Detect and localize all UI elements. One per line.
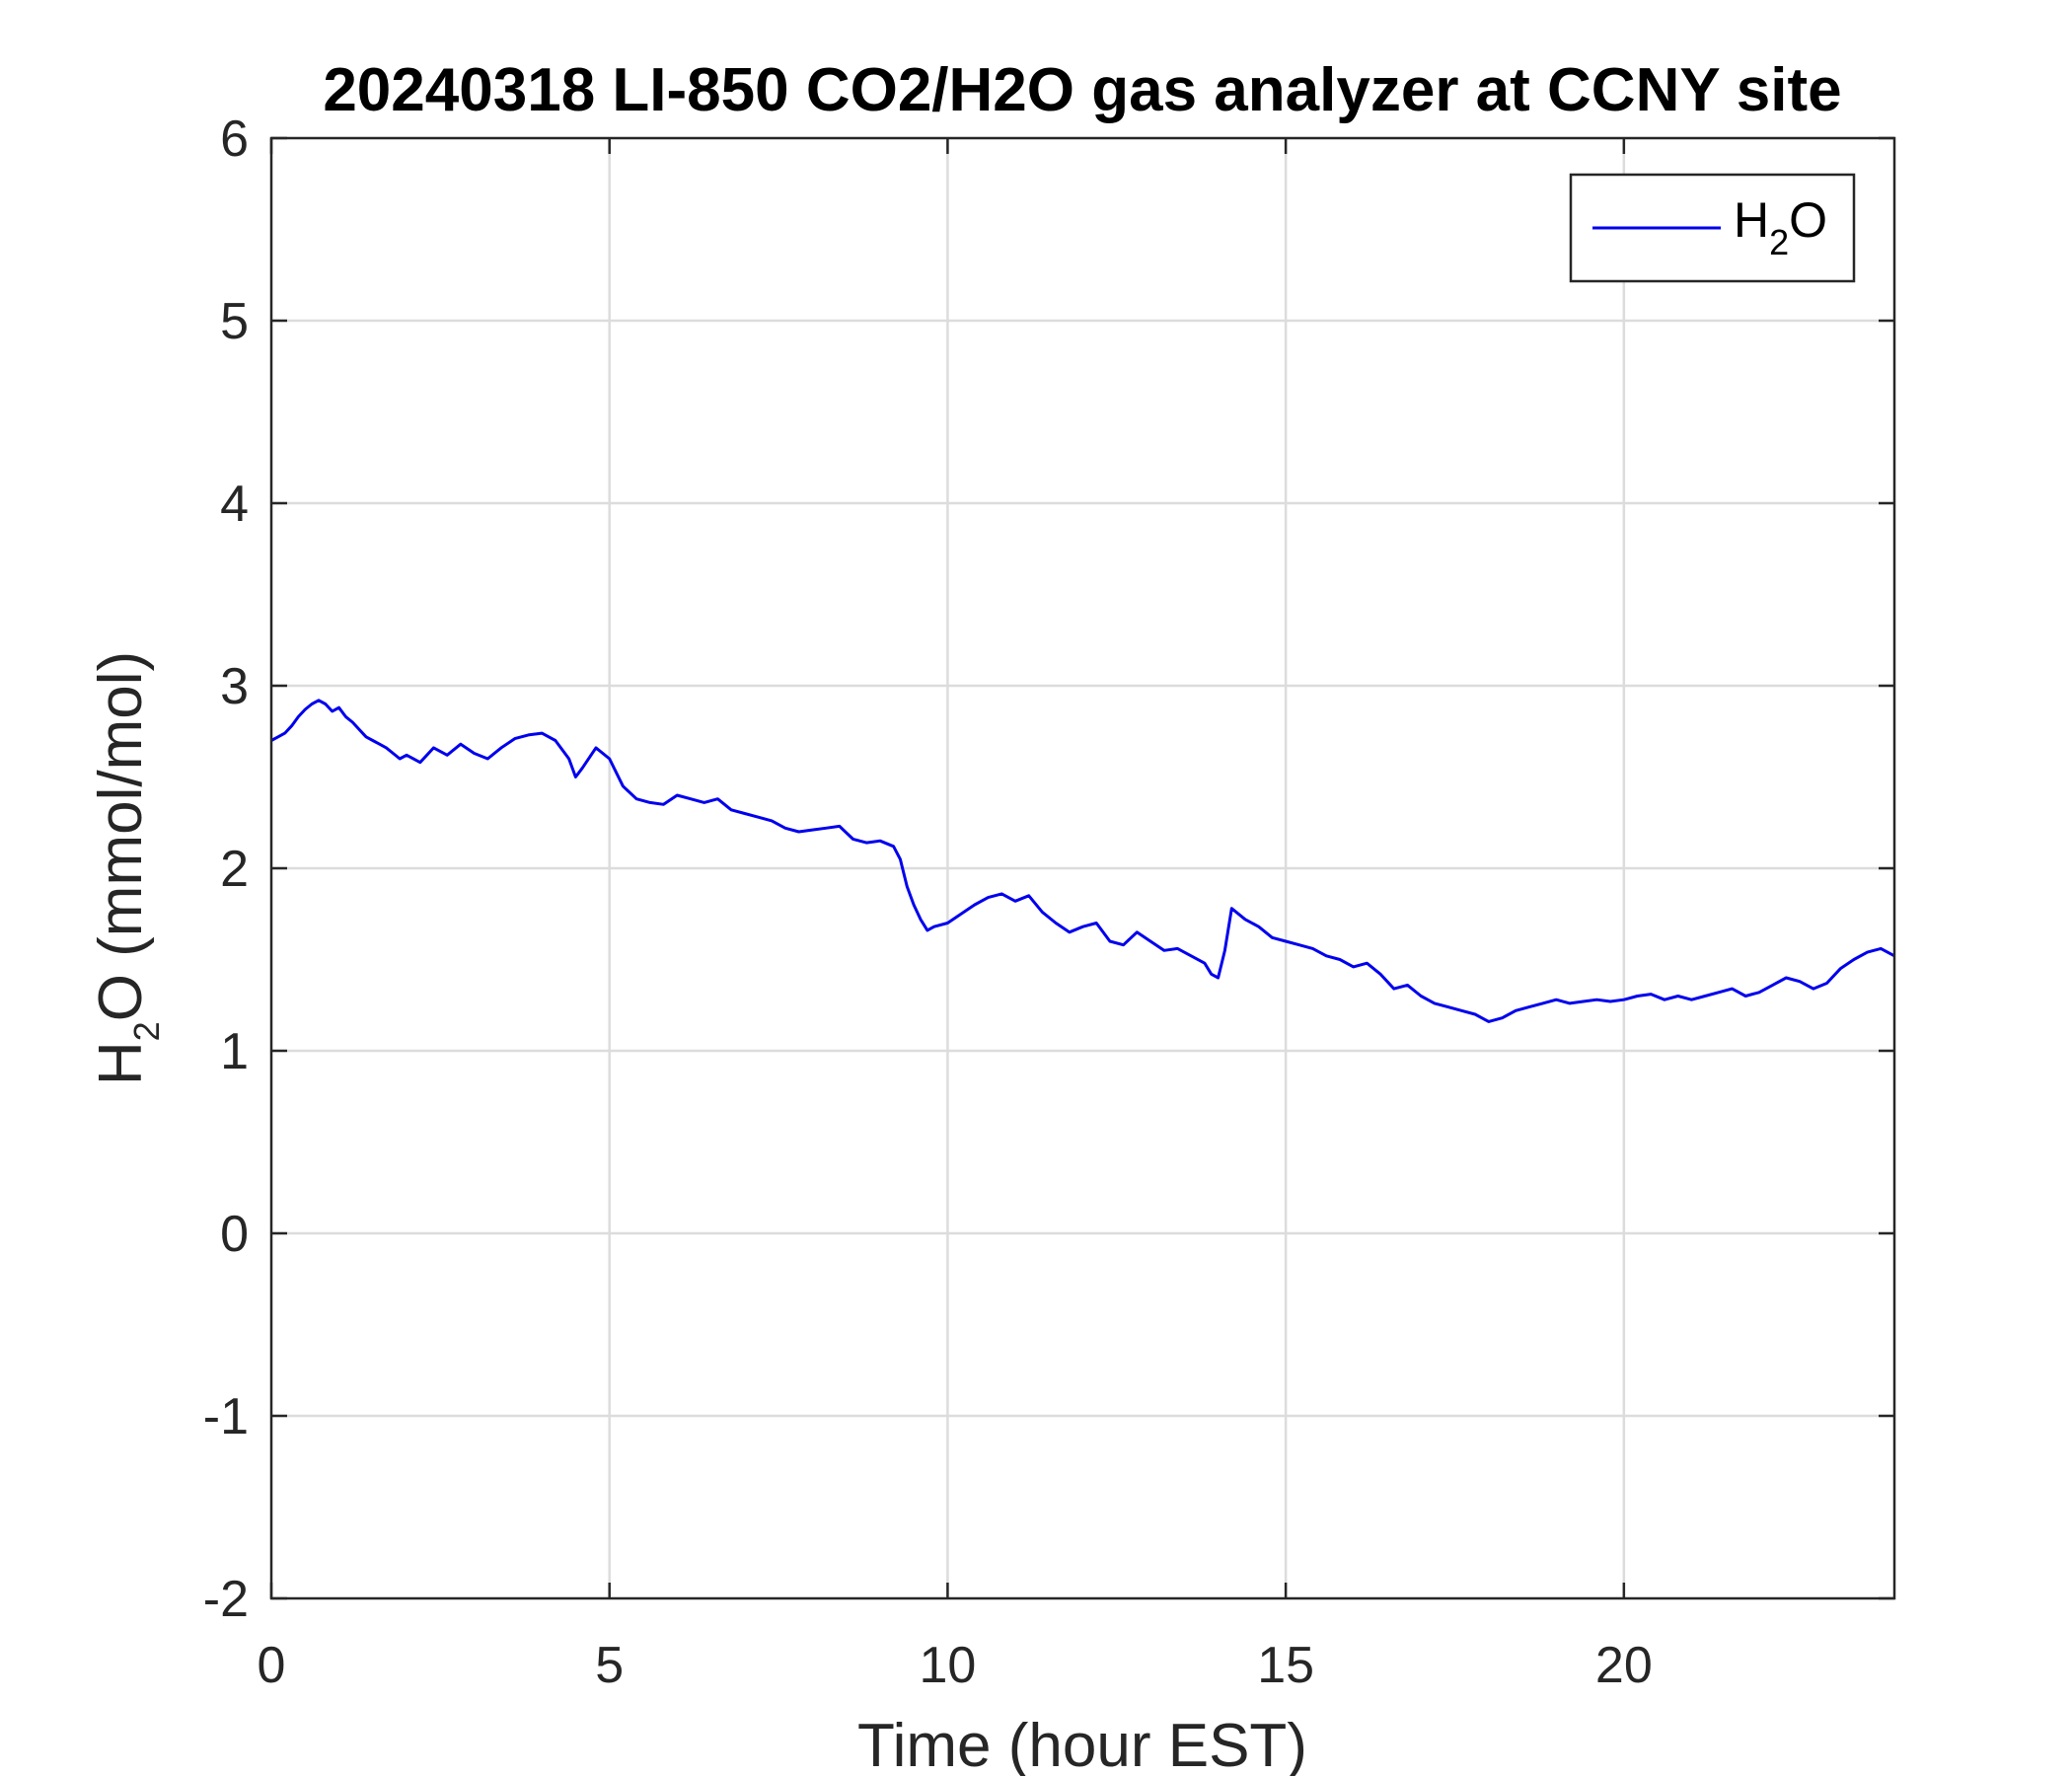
x-tick-labels: 0 5 10 15 20	[258, 1637, 1653, 1694]
legend-label-subscript: 2	[1769, 222, 1789, 262]
y-tick-label: -2	[203, 1571, 249, 1628]
y-tick-label: 2	[220, 841, 249, 898]
x-tick-label: 20	[1595, 1637, 1653, 1694]
legend-label-main: H	[1734, 192, 1769, 248]
x-tick-label: 0	[258, 1637, 286, 1694]
y-tick-label: 4	[220, 476, 249, 533]
gridlines	[271, 138, 1894, 1598]
y-tick-label: 5	[220, 293, 249, 350]
x-tick-label: 15	[1257, 1637, 1314, 1694]
y-tick-label: -1	[203, 1388, 249, 1445]
plot-area-frame	[269, 136, 1896, 1600]
y-tick-label: 3	[220, 658, 249, 715]
y-tick-label: 1	[220, 1023, 249, 1080]
chart-title: 20240318 LI-850 CO2/H2O gas analyzer at …	[323, 56, 1841, 124]
x-axis-label: Time (hour EST)	[857, 1712, 1307, 1776]
legend-label-rest: O	[1789, 192, 1827, 248]
x-tick-label: 10	[919, 1637, 976, 1694]
y-tick-label: 0	[220, 1206, 249, 1263]
y-axis-label: H2O (mmol/mol)	[87, 651, 167, 1085]
y-axis-label-rest: O (mmol/mol)	[87, 651, 155, 1021]
y-axis-label-subscript: 2	[126, 1021, 167, 1041]
y-axis-label-main: H	[87, 1041, 155, 1085]
y-tick-label: 6	[220, 111, 249, 168]
x-tick-label: 5	[595, 1637, 624, 1694]
legend: H2O	[1569, 173, 1856, 283]
h2o-series-line	[270, 699, 1895, 1023]
y-tick-labels: -2 -1 0 1 2 3 4 5 6	[203, 111, 249, 1628]
legend-label-h2o: H2O	[1734, 192, 1827, 262]
